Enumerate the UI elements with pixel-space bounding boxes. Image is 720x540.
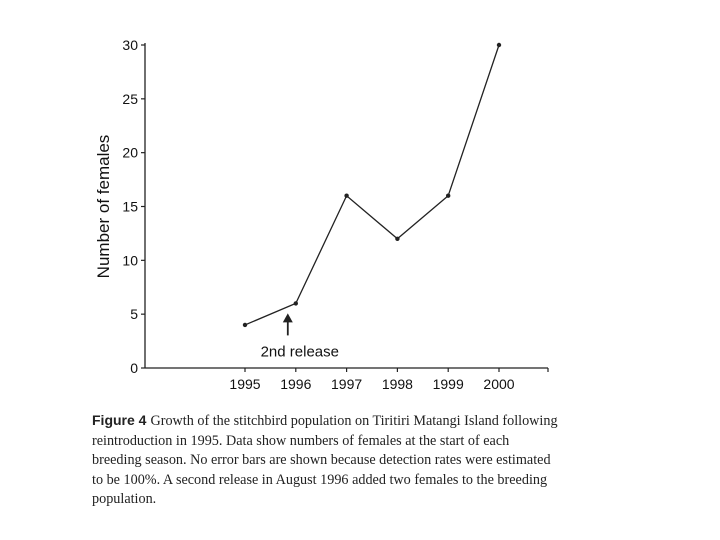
- axes: 0 5 10 15 20 25 30 Number of females 1995 1996 199…: [94, 37, 549, 392]
- annotations: 2nd release: [261, 313, 339, 360]
- y-axis-title: Number of females: [94, 135, 113, 279]
- data-point-2000: [496, 42, 502, 48]
- x-tick-label-1998: 1998: [382, 376, 413, 392]
- y-tick-label-5: 5: [130, 306, 138, 322]
- data-point-1998: [395, 236, 400, 241]
- y-tick-label-20: 20: [122, 145, 138, 161]
- x-tick-label-2000: 2000: [483, 376, 514, 392]
- annotation-label-0: 2nd release: [261, 343, 339, 360]
- data-point-1995: [242, 322, 248, 328]
- data-point-1997: [344, 193, 349, 198]
- x-tick-label-1999: 1999: [433, 376, 464, 392]
- series-line-group: [242, 42, 502, 328]
- annotation-arrow-head-0: [282, 313, 293, 323]
- y-tick-label-25: 25: [122, 91, 138, 107]
- x-tick-label-1996: 1996: [280, 376, 311, 392]
- y-tick-label-10: 10: [122, 252, 138, 268]
- caption-label: Figure 4: [92, 412, 147, 428]
- line-chart: 0 5 10 15 20 25 30 Number of females 1995 1996 199…: [94, 37, 549, 392]
- caption-text: Growth of the stitchbird population on T…: [92, 413, 558, 507]
- y-tick-label-30: 30: [122, 37, 138, 53]
- y-tick-label-15: 15: [122, 199, 138, 215]
- series-line-0: [244, 44, 500, 326]
- data-point-1999: [446, 193, 451, 198]
- y-tick-label-0: 0: [130, 360, 138, 376]
- x-tick-label-1997: 1997: [331, 376, 362, 392]
- x-tick-label-1995: 1995: [229, 376, 260, 392]
- figure-caption: Figure 4 Growth of the stitchbird populat…: [92, 411, 562, 510]
- data-point-1996: [293, 301, 298, 306]
